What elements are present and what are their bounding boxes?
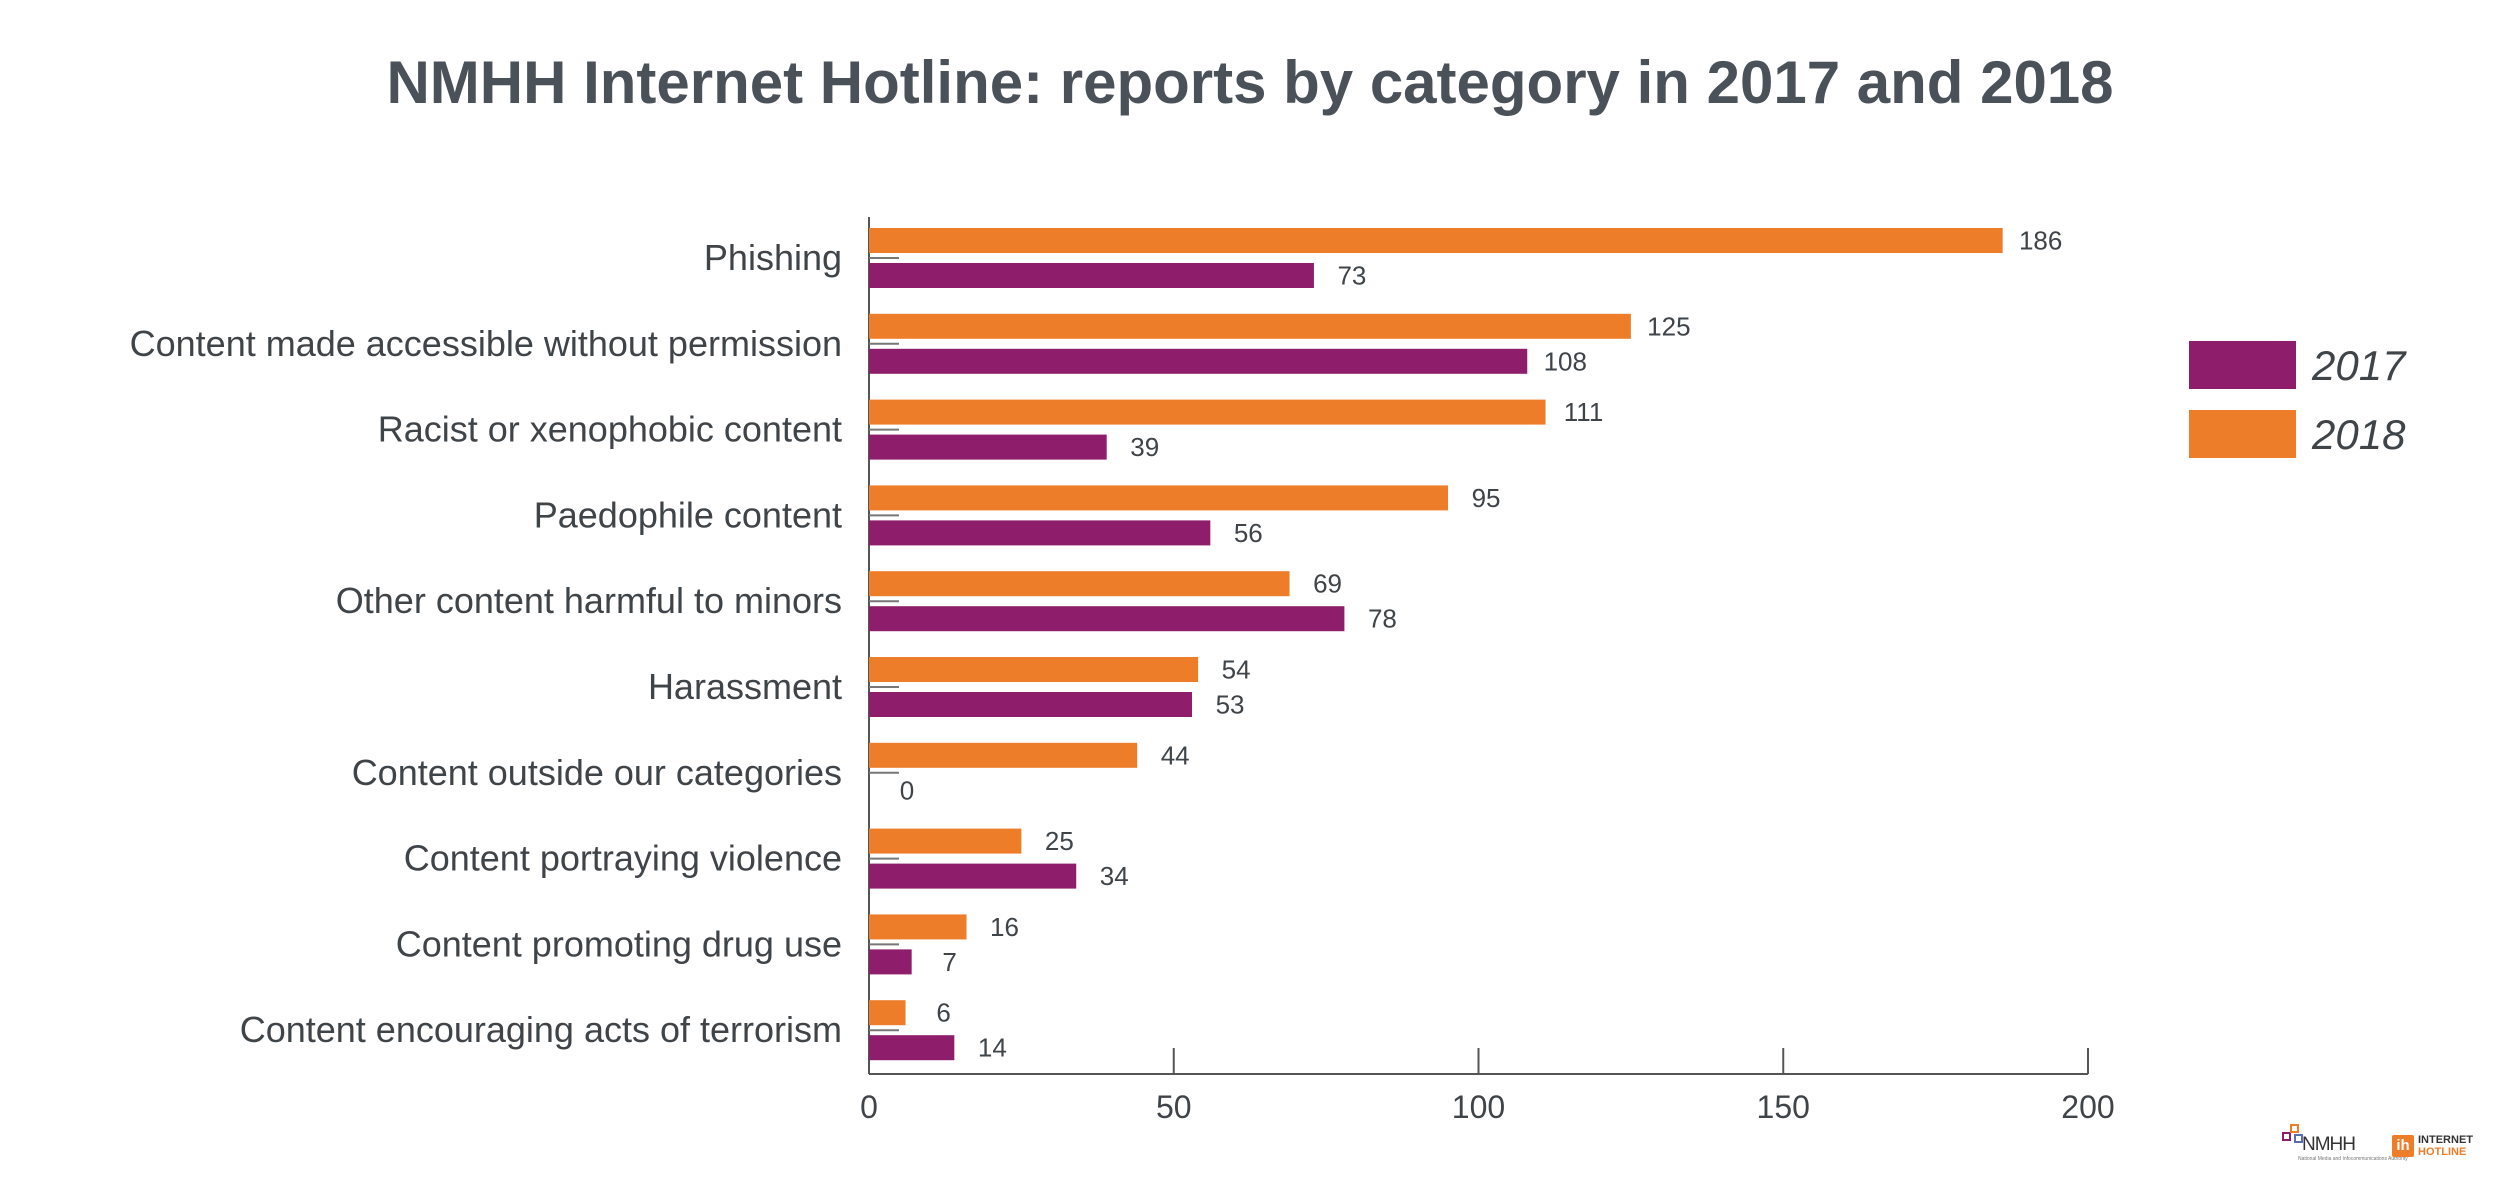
data-label-2018: 125 <box>1647 311 1690 341</box>
bar-2017 <box>869 348 1528 374</box>
nmhh-mark-icon <box>2282 1124 2304 1146</box>
bar-2018 <box>869 657 1199 682</box>
category-label: Content portraying violence <box>404 838 842 879</box>
data-label-2017: 108 <box>1544 346 1587 376</box>
x-tick-label: 100 <box>1452 1089 1505 1125</box>
category-label: Phishing <box>704 237 842 278</box>
x-tick-label: 150 <box>1757 1089 1810 1125</box>
legend-swatch-2018 <box>2189 410 2296 458</box>
data-label-2018: 111 <box>1564 397 1604 427</box>
internet-hotline-logo-line2: HOTLINE <box>2418 1146 2467 1158</box>
legend: 2017 2018 <box>2189 341 2407 458</box>
category-label: Other content harmful to minors <box>336 580 842 621</box>
data-label-2017: 34 <box>1100 861 1129 891</box>
category-label: Racist or xenophobic content <box>378 409 842 450</box>
chart-title: NMHH Internet Hotline: reports by catego… <box>386 49 2113 116</box>
data-label-2018: 95 <box>1472 483 1501 513</box>
data-label-2017: 53 <box>1216 690 1245 720</box>
data-label-2018: 54 <box>1222 655 1251 685</box>
data-label-2017: 0 <box>900 775 914 805</box>
data-label-2018: 186 <box>2019 226 2062 256</box>
data-label-2018: 44 <box>1161 740 1190 770</box>
bar-2018 <box>869 828 1022 854</box>
nmhh-logo-subtitle: National Media and Infocommunications Au… <box>2298 1156 2408 1162</box>
bar-2018 <box>869 485 1449 511</box>
internet-hotline-mark-icon: ih <box>2392 1135 2414 1157</box>
bar-2018 <box>869 399 1546 425</box>
data-label-2017: 73 <box>1337 261 1366 291</box>
legend-swatch-2017 <box>2189 341 2296 389</box>
category-label: Harassment <box>648 666 842 707</box>
bar-2017 <box>869 863 1077 889</box>
bar-2017 <box>869 692 1193 717</box>
data-label-2018: 25 <box>1045 826 1074 856</box>
bar-2017 <box>869 949 912 975</box>
bar-2018 <box>869 313 1631 339</box>
internet-hotline-logo: ih INTERNET HOTLINE <box>2392 1132 2492 1162</box>
category-label: Content encouraging acts of terrorism <box>240 1009 842 1050</box>
category-label: Content made accessible without permissi… <box>130 323 842 364</box>
bar-2017 <box>869 606 1345 632</box>
plot-area: 0 50 100 150 200 Phishing 186 73 Content made ac… <box>130 217 2115 1125</box>
x-tick-label: 0 <box>860 1089 878 1125</box>
bar-2017 <box>869 1035 955 1061</box>
category-label: Content promoting drug use <box>396 923 842 964</box>
legend-label-2018: 2018 <box>2311 411 2406 458</box>
data-label-2017: 7 <box>942 947 956 977</box>
internet-hotline-logo-line1: INTERNET <box>2418 1134 2473 1146</box>
legend-label-2017: 2017 <box>2311 342 2407 389</box>
bar-2017 <box>869 434 1107 460</box>
data-label-2017: 56 <box>1234 518 1263 548</box>
bar-2018 <box>869 742 1138 768</box>
bar-2018 <box>869 914 967 940</box>
data-label-2017: 39 <box>1130 432 1159 462</box>
x-tick-label: 50 <box>1156 1089 1192 1125</box>
data-label-2017: 78 <box>1368 604 1397 634</box>
category-label: Content outside our categories <box>352 752 842 793</box>
x-tick-label: 200 <box>2061 1089 2114 1125</box>
nmhh-logo: NMHH National Media and Infocommunicatio… <box>2282 1120 2408 1170</box>
data-label-2018: 16 <box>990 912 1019 942</box>
bar-2017 <box>869 263 1314 288</box>
data-label-2018: 69 <box>1313 569 1342 599</box>
data-label-2017: 14 <box>978 1033 1007 1063</box>
bar-2018 <box>869 1000 906 1026</box>
category-label: Paedophile content <box>534 494 842 535</box>
nmhh-logo-text: NMHH <box>2302 1134 2356 1155</box>
data-label-2018: 6 <box>936 998 950 1028</box>
bar-2018 <box>869 571 1290 597</box>
bar-2018 <box>869 228 2003 253</box>
bar-2017 <box>869 520 1211 546</box>
